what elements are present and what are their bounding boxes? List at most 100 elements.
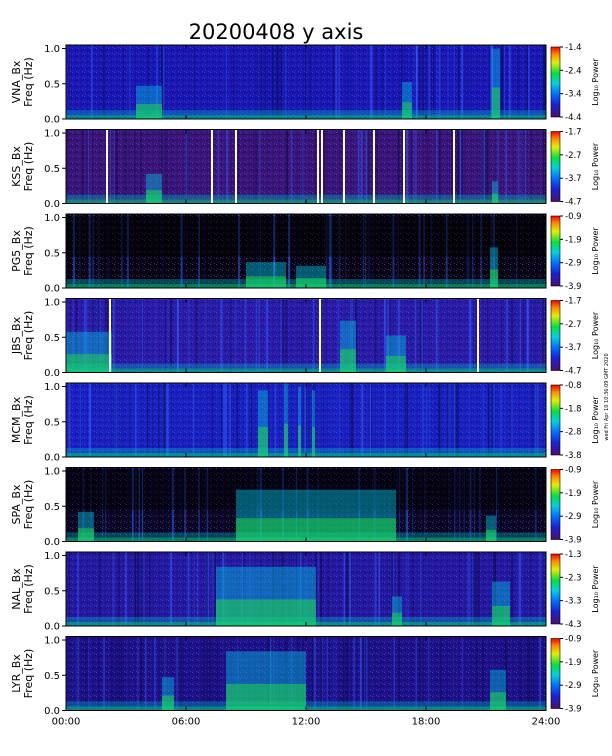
streak [535,467,537,542]
streak [382,45,384,119]
streak [487,383,490,457]
streak [313,383,315,457]
colorbar-label: Log₁₀ Power [591,142,600,190]
streak [113,129,115,204]
streak [540,552,542,626]
freq-axis-label: Freq (Hz) [22,395,35,445]
streak [366,129,369,204]
colorbar [550,553,561,625]
colorbar-label: Log₁₀ Power [591,227,600,275]
streak [369,45,372,119]
colorbar-tick-label: -1.3 [565,550,582,560]
streak [539,636,541,711]
streak [245,383,248,457]
streak [301,636,304,711]
station-label: PG5_Bx [10,230,23,272]
streak [413,45,415,119]
streak [124,214,126,288]
streak [183,214,185,288]
streak [393,214,395,288]
streak [312,636,314,711]
streak [238,214,240,288]
streak [510,552,513,626]
streak [493,383,495,457]
low-freq-band [66,194,546,204]
streak [274,552,276,626]
streak [267,383,269,457]
y-tick-label: 0.5 [44,417,60,428]
streak [163,467,165,542]
streak [510,383,511,457]
streak [106,214,109,288]
streak [337,298,340,373]
streak [506,298,508,373]
streak [387,298,389,373]
streak [195,298,198,373]
streak [144,552,146,626]
streak [538,552,540,626]
streak [366,467,368,542]
streak [491,383,493,457]
streak [480,214,483,288]
streak [207,636,209,711]
streak [505,636,507,711]
streak [286,129,289,204]
streak [92,214,94,288]
streak [255,298,258,373]
streak [260,45,262,119]
streak [90,467,92,542]
streak [153,467,156,542]
streak [474,552,477,626]
streak [339,383,340,457]
streak [310,45,312,119]
streak [412,552,414,626]
streak [91,214,93,288]
x-tick-label: 06:00 [172,717,201,728]
streak [296,552,298,626]
streak [250,383,253,457]
streak [326,214,328,288]
streak [112,552,115,626]
streak [70,298,71,373]
streak [290,129,293,204]
streak [397,129,400,204]
streak [355,298,357,373]
streak [217,129,220,204]
spectrogram-streaks [68,552,542,626]
streak [206,467,209,542]
streak [193,383,195,457]
panel-vna: 0.0 0.5 1.0 VNA_Bx Freq (Hz) -1.4 -2.4 -3.4 -4.4… [10,43,600,126]
streak [405,552,407,626]
streak [451,129,452,204]
streak [467,45,469,119]
activity-core [492,193,498,204]
streak [135,467,137,542]
streak [66,45,68,119]
streak [279,467,282,542]
activity-core [386,355,406,373]
streak [421,45,424,119]
streak [447,383,450,457]
station-label: KSS_Bx [10,146,23,187]
streak [453,383,456,457]
streak [287,552,289,626]
streak [469,383,471,457]
y-tick-label: 0.0 [44,622,60,633]
streak [75,298,78,373]
streak [481,636,484,711]
streak [406,129,409,204]
streak [226,129,229,204]
station-label: SPA_Bx [10,484,23,524]
activity-core [492,87,500,119]
streak [435,129,438,204]
activity-core [146,190,162,204]
streak [259,129,261,204]
y-tick-label: 0.0 [44,284,60,295]
streak [459,467,461,542]
colorbar-tick-label: -1.9 [565,235,582,245]
streak [478,467,481,542]
streak [501,298,503,373]
streak [236,636,239,711]
streak [376,129,378,204]
